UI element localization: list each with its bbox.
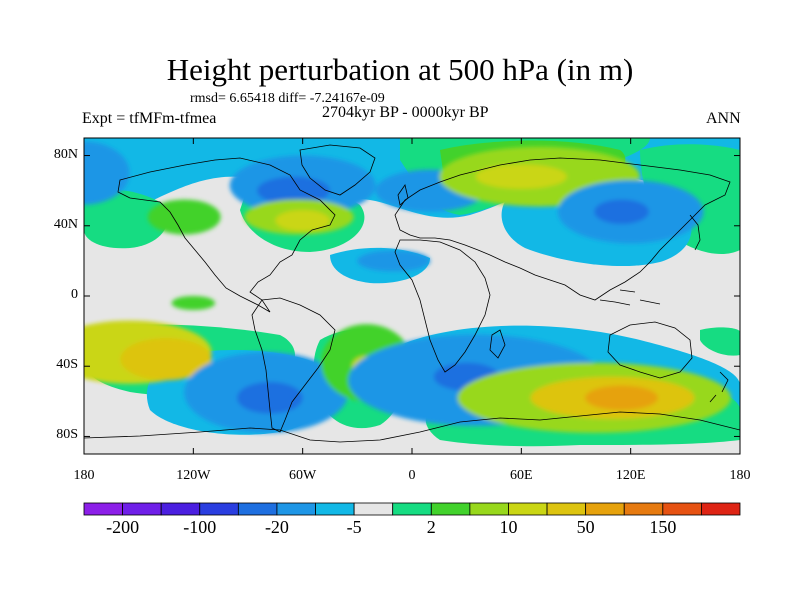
colorbar-swatch [585,502,625,516]
southeast-green-band [700,327,740,356]
coast-madagascar [489,329,506,359]
coast-uk [397,184,409,206]
coast-north-america [117,157,336,313]
colorbar-swatch [469,502,509,516]
colorbar-swatch [701,502,741,516]
coast-australia [607,321,693,379]
page-title: Height perturbation at 500 hPa (in m) [166,52,634,87]
colorbar-label: -200 [106,517,140,537]
coastlines [84,144,740,443]
coast-greenland [299,144,376,196]
coast-europe-asia [394,157,731,301]
axis-ticks [83,138,741,454]
lon-label: 60E [510,468,533,483]
anomaly-blob-19 [594,199,649,225]
lat-label: 40N [53,216,78,232]
lon-label: 120W [176,468,211,483]
coast-japan [689,214,701,251]
anomaly-blob-20 [147,199,221,235]
colorbar-swatch [160,502,201,516]
anomaly-blob-23 [171,296,216,311]
colorbar-swatch [546,502,587,516]
colorbar-swatch [83,502,123,516]
lon-label: 0 [408,468,416,483]
anomaly-blob-10 [585,385,658,411]
colorbar-swatch [237,502,278,516]
colorbar-label: 10 [499,517,518,537]
lat-label: 80N [53,146,78,162]
coast-south-america [251,297,336,433]
colorbar-swatch [623,502,664,516]
period-label: 2704kyr BP - 0000kyr BP [322,104,489,121]
anomaly-blob-12 [257,176,330,205]
lon-label: 180 [73,468,95,483]
coast-africa [394,239,491,373]
colorbar-swatch [353,502,394,516]
lon-label: 60W [289,468,317,483]
coast-antarctica [84,411,740,443]
lat-label: 40S [56,357,78,373]
anomaly-blob-15 [275,209,330,232]
colorbar-label: -5 [346,517,362,537]
colorbar [83,502,741,516]
lon-label: 120E [615,468,646,483]
anomaly-blob-1 [120,338,212,381]
height-field [84,138,740,447]
coast-indonesia [599,289,661,306]
colorbar-swatch [276,502,316,516]
season-label: ANN [706,110,741,127]
anomaly-blob-3 [237,382,303,414]
colorbar-label: -20 [264,517,289,537]
lat-label: 0 [71,287,78,302]
coast-new-zealand [709,371,729,403]
colorbar-label: 2 [426,517,436,537]
west-green-band [84,189,169,249]
anomaly-blob-22 [357,250,431,272]
colorbar-swatch [392,502,432,516]
stats-line: rmsd= 6.65418 diff= -7.24167e-09 [190,91,385,106]
lon-label: 180 [729,468,751,483]
colorbar-swatch [122,502,162,516]
colorbar-label: 50 [576,517,595,537]
colorbar-swatch [662,502,702,516]
colorbar-swatch [199,502,239,516]
colorbar-swatch [315,502,355,516]
colorbar-swatch [430,502,471,516]
anomaly-blob-17 [475,164,567,189]
colorbar-swatch [508,502,548,516]
colorbar-label: -100 [183,517,217,537]
colorbar-label: 150 [649,517,677,537]
experiment-label: Expt = tfMFm-tfmea [82,110,217,127]
lat-label: 80S [56,427,78,443]
